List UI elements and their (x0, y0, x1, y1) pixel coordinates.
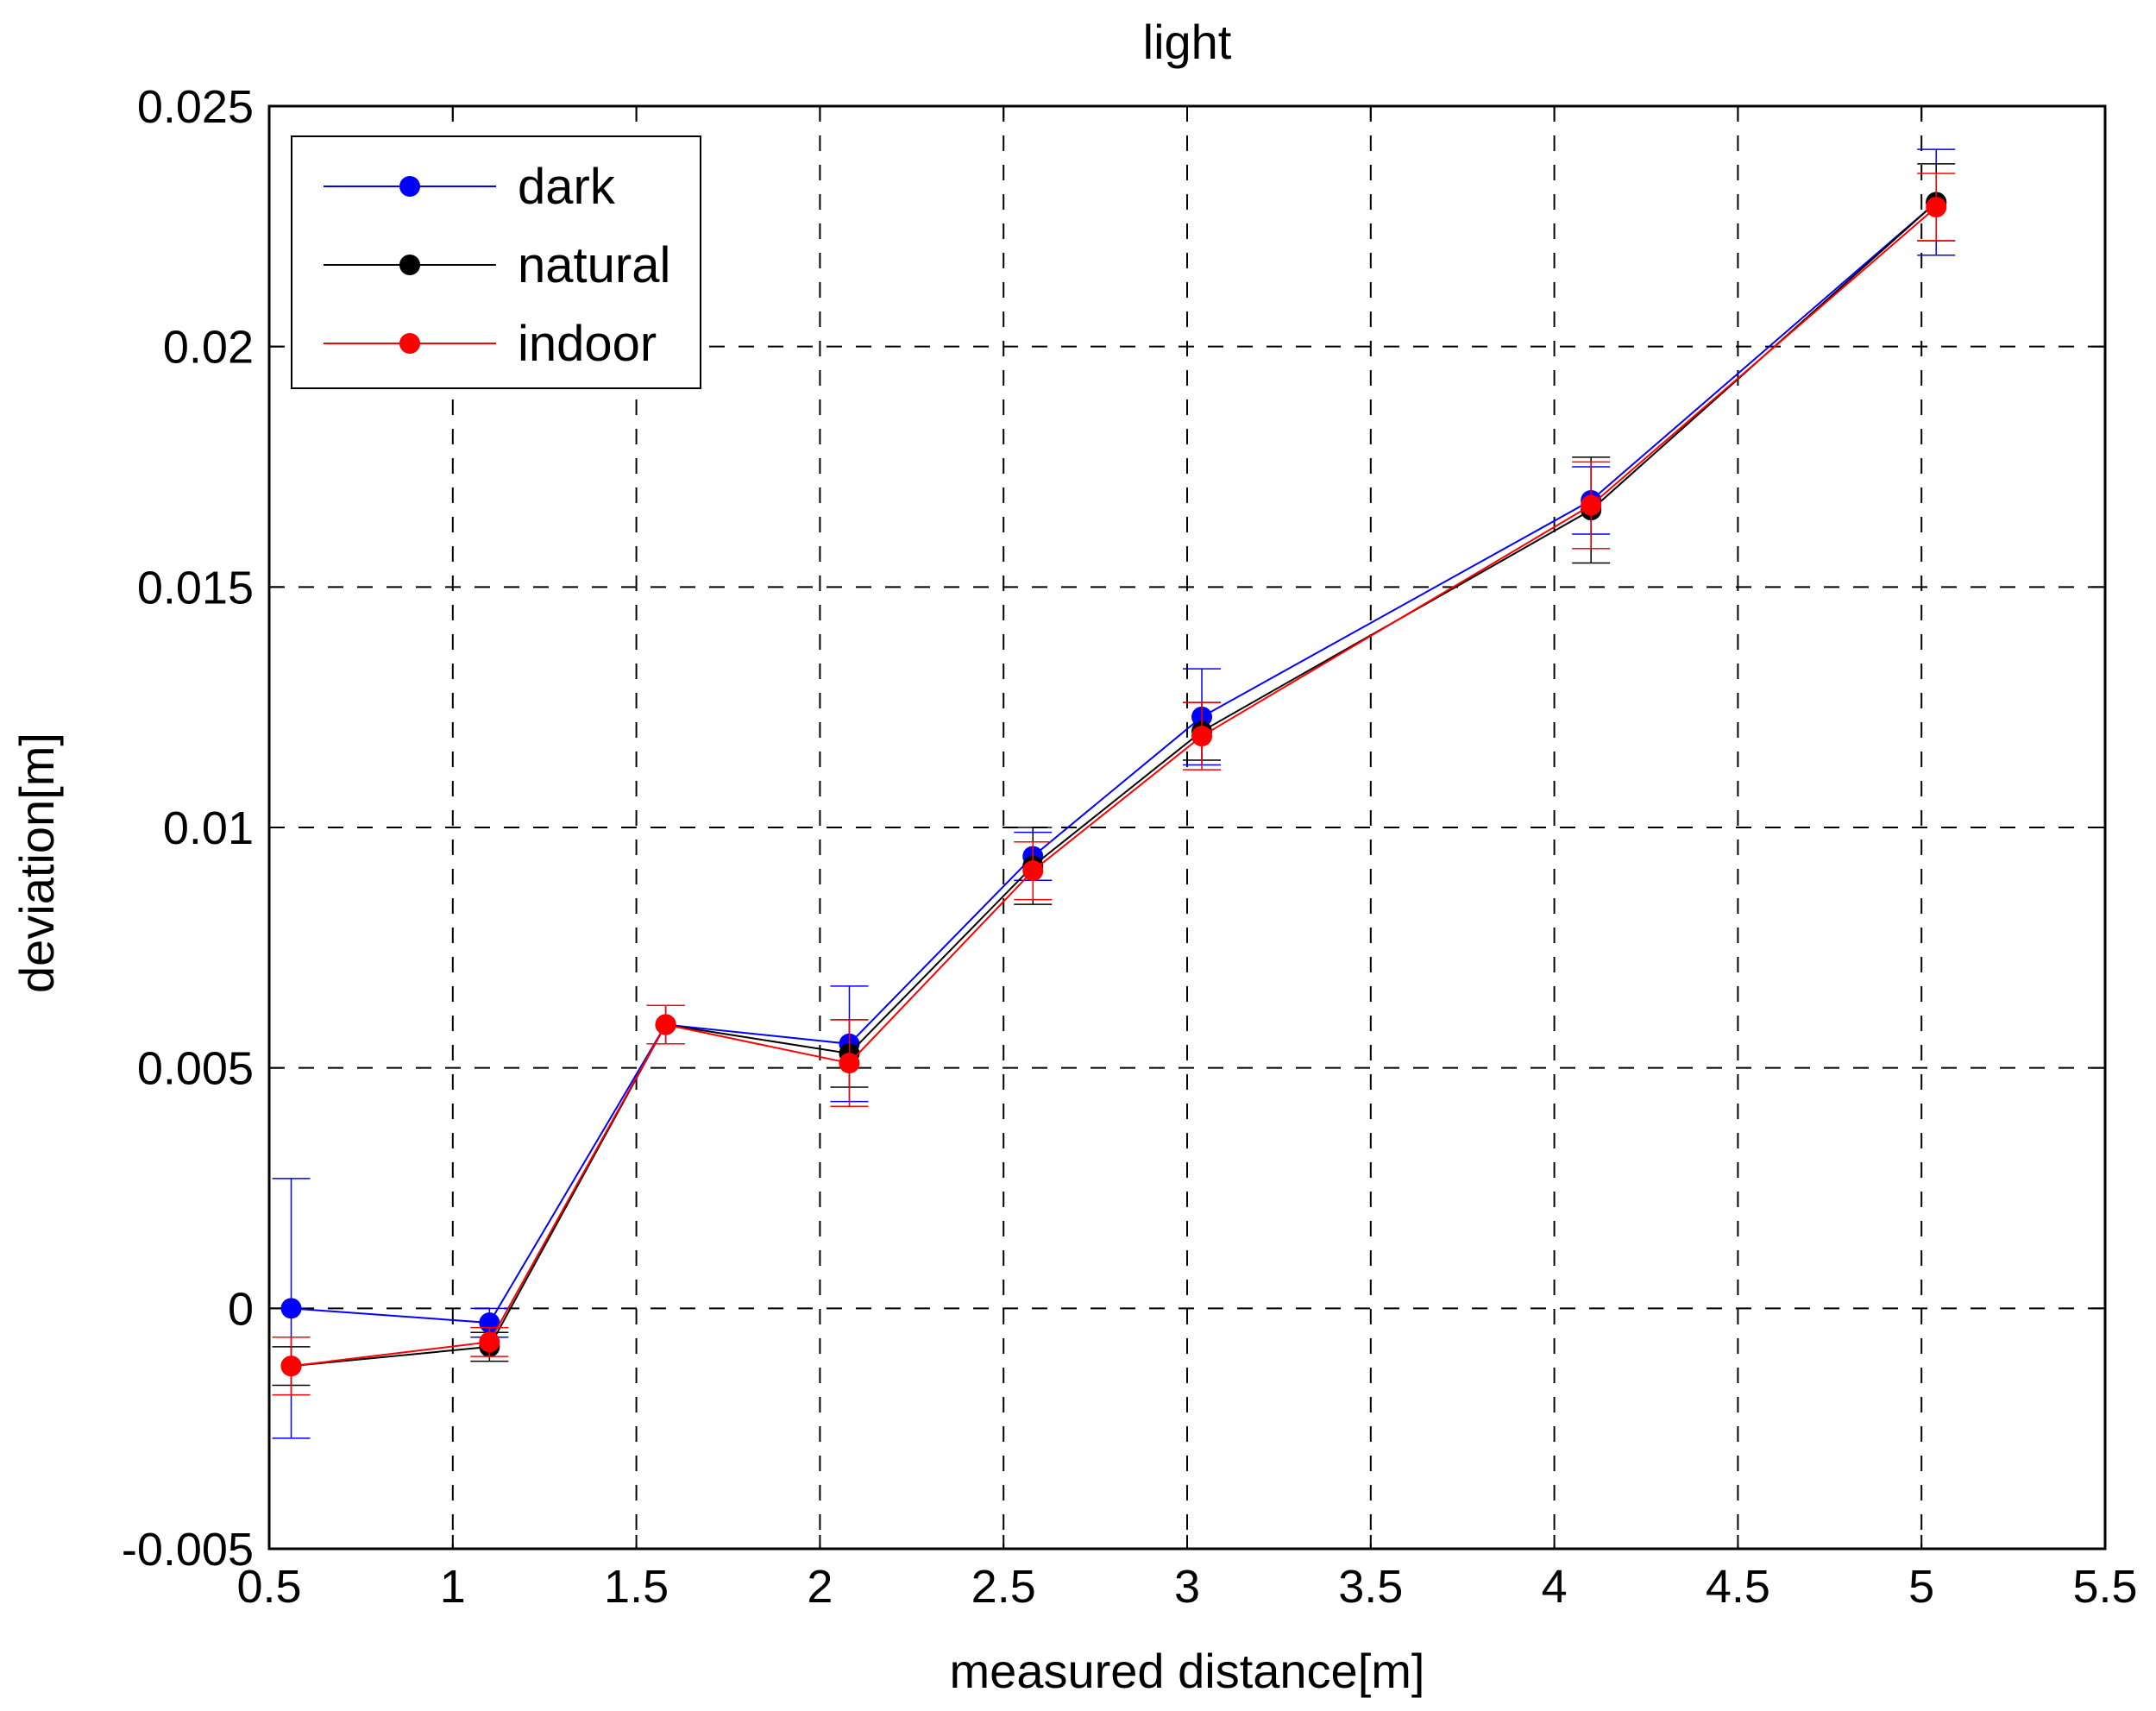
legend-entries: dark natural indoor (324, 159, 670, 372)
y-axis-title: deviation[m] (9, 733, 64, 993)
y-tick-label: 0.005 (137, 1043, 254, 1095)
x-tick-label: 0.5 (236, 1561, 301, 1613)
series-group (272, 148, 1956, 1439)
legend-entry-dark: dark (324, 159, 616, 215)
legend-marker (399, 333, 420, 354)
chart-title: light (1143, 15, 1232, 69)
series-line-dark (291, 201, 1937, 1324)
x-tick-label: 1.5 (604, 1561, 669, 1613)
x-axis-title: measured distance[m] (950, 1644, 1425, 1698)
y-tick-label: 0.02 (163, 322, 254, 374)
legend: dark natural indoor (291, 135, 701, 389)
series-indoor (272, 173, 1956, 1396)
x-tick-label: 3.5 (1338, 1561, 1403, 1613)
data-point (479, 1331, 500, 1353)
legend-box (291, 135, 701, 389)
legend-entry-indoor: indoor (324, 316, 657, 372)
legend-label: natural (518, 237, 670, 293)
y-tick-label: -0.005 (122, 1524, 254, 1576)
axis-ticks (268, 105, 2106, 1550)
data-point (1926, 197, 1947, 218)
data-point (655, 1014, 676, 1035)
y-tick-label: 0.025 (137, 81, 254, 133)
y-axis-tick-labels: -0.005 0 0.005 0.01 0.015 0.02 0.025 (122, 81, 254, 1576)
data-point (1581, 494, 1602, 516)
x-tick-label: 2 (807, 1561, 833, 1613)
x-tick-label: 4.5 (1706, 1561, 1770, 1613)
legend-marker (399, 176, 420, 197)
x-tick-label: 5 (1908, 1561, 1934, 1613)
x-tick-label: 2.5 (971, 1561, 1036, 1613)
legend-marker (399, 255, 420, 275)
y-tick-label: 0.01 (163, 802, 254, 854)
data-point (280, 1298, 302, 1319)
legend-label: indoor (518, 316, 657, 372)
y-tick-label: 0.015 (137, 562, 254, 613)
data-point (839, 1053, 860, 1074)
x-axis-tick-labels: 0.5 1 1.5 2 2.5 3 3.5 4 4.5 5 5.5 (236, 1561, 2137, 1613)
legend-entry-natural: natural (324, 237, 670, 293)
x-tick-label: 1 (440, 1561, 466, 1613)
data-point (1022, 860, 1044, 882)
series-line-indoor (291, 206, 1937, 1368)
legend-label: dark (518, 159, 616, 215)
x-tick-label: 4 (1542, 1561, 1568, 1613)
series-line-natural (291, 201, 1937, 1368)
y-tick-label: 0 (228, 1283, 254, 1335)
x-tick-label: 3 (1174, 1561, 1200, 1613)
data-point (280, 1356, 302, 1377)
x-tick-label: 5.5 (2072, 1561, 2137, 1613)
data-point (1191, 726, 1213, 747)
